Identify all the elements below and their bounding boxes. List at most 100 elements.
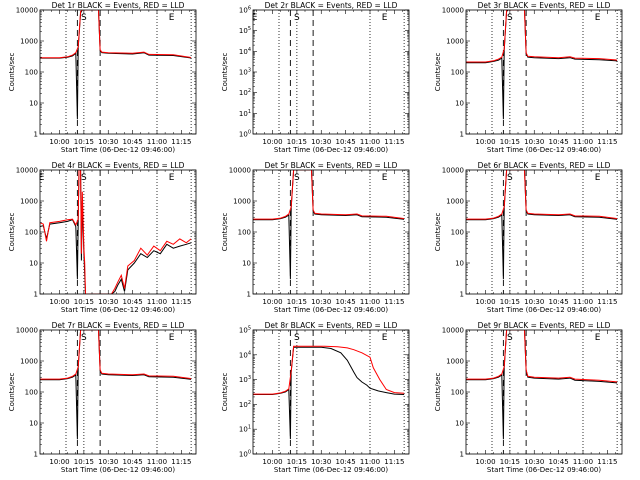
y-tick-label: 1: [34, 451, 38, 459]
marker-label: E: [382, 333, 388, 343]
x-tick-label: 10:45: [549, 458, 569, 466]
x-tick-label: 10:15: [287, 458, 307, 466]
y-axis-label: Counts/sec: [8, 53, 16, 92]
y-tick-label: 100: [451, 389, 464, 397]
x-tick-label: 10:15: [74, 298, 94, 306]
y-tick-label: 1: [460, 131, 464, 139]
panel-det-1r: Det 1r BLACK = Events, RED = LLD S E 1 10 100…: [8, 1, 197, 154]
x-tick-label: 10:45: [336, 458, 356, 466]
plot-frame: [252, 169, 410, 295]
plot-frame: [465, 329, 623, 455]
series-line-events: [253, 346, 405, 440]
y-tick-label: 100: [239, 450, 251, 459]
marker-label: S: [81, 333, 87, 343]
y-axis-label: Counts/sec: [8, 373, 16, 412]
marker-label: E: [382, 13, 388, 23]
panel-det-7r: Det 7r BLACK = Events, RED = LLD S E 1 10 100…: [8, 321, 197, 474]
y-tick-label: 101: [239, 109, 251, 118]
y-axis-label: Counts/sec: [434, 373, 442, 412]
series-group: [466, 10, 618, 120]
series-line-lld: [466, 330, 618, 383]
series-group: [466, 330, 618, 440]
x-tick-label: 10:45: [549, 298, 569, 306]
y-tick-label: 1000: [446, 198, 464, 206]
x-axis-label: Start Time (06-Dec-12 09:46:00): [61, 466, 175, 474]
marker-label: E: [169, 13, 175, 23]
x-tick-label: 10:00: [49, 458, 69, 466]
series-line-events: [40, 170, 192, 294]
y-tick-label: 10: [29, 100, 38, 108]
x-tick-label: 11:15: [597, 298, 617, 306]
x-tick-label: 10:30: [524, 138, 544, 146]
y-tick-label: 1: [34, 291, 38, 299]
x-axis-label: Start Time (06-Dec-12 09:46:00): [274, 306, 388, 314]
x-tick-label: 10:30: [524, 298, 544, 306]
y-tick-label: 10: [29, 260, 38, 268]
panel-title: Det 1r BLACK = Events, RED = LLD: [52, 1, 185, 10]
x-tick-label: 11:00: [147, 298, 167, 306]
panel-title: Det 7r BLACK = Events, RED = LLD: [52, 321, 185, 330]
x-tick-label: 11:00: [573, 138, 593, 146]
series-line-events: [466, 170, 618, 280]
x-tick-label: 10:15: [500, 458, 520, 466]
series-line-lld: [466, 10, 618, 63]
plot-frame: [465, 9, 623, 135]
panel-title: Det 2r BLACK = Events, RED = LLD: [265, 1, 398, 10]
x-tick-label: 11:15: [171, 458, 191, 466]
series-line-lld: [253, 170, 405, 220]
x-axis-label: Start Time (06-Dec-12 09:46:00): [487, 306, 601, 314]
y-tick-label: 104: [239, 47, 251, 56]
x-tick-label: 10:00: [475, 138, 495, 146]
series-group: [40, 10, 192, 120]
y-tick-label: 102: [239, 88, 251, 97]
series-group: [40, 170, 192, 294]
y-tick-label: 101: [239, 425, 251, 434]
y-tick-label: 1: [34, 131, 38, 139]
plot-frame: [39, 169, 197, 295]
panel-title: Det 3r BLACK = Events, RED = LLD: [478, 1, 611, 10]
x-tick-label: 10:00: [475, 298, 495, 306]
y-tick-label: 10: [455, 100, 464, 108]
x-tick-label: 11:00: [573, 458, 593, 466]
panel-det-5r: Det 5r BLACK = Events, RED = LLD S E 1 10 100…: [221, 161, 410, 314]
plot-frame: [252, 329, 410, 455]
plot-frame: [39, 329, 197, 455]
x-tick-label: 10:30: [311, 458, 331, 466]
panel-det-4r: Det 4r BLACK = Events, RED = LLD E S E 1 10 10…: [8, 161, 197, 314]
x-tick-label: 11:00: [573, 298, 593, 306]
x-axis-label: Start Time (06-Dec-12 09:46:00): [274, 146, 388, 154]
marker-label: E: [39, 173, 45, 183]
y-tick-label: 1: [247, 291, 251, 299]
y-tick-label: 103: [239, 68, 251, 77]
y-tick-label: 1000: [20, 198, 38, 206]
y-tick-label: 10000: [16, 167, 38, 175]
y-tick-label: 102: [239, 400, 251, 409]
x-tick-label: 10:45: [123, 138, 143, 146]
panel-title: Det 8r BLACK = Events, RED = LLD: [265, 321, 398, 330]
x-tick-label: 11:15: [171, 298, 191, 306]
x-tick-label: 10:45: [549, 138, 569, 146]
x-tick-label: 10:30: [98, 458, 118, 466]
y-tick-label: 10000: [229, 167, 251, 175]
x-tick-label: 10:30: [311, 138, 331, 146]
x-tick-label: 10:30: [524, 458, 544, 466]
y-tick-label: 1000: [446, 38, 464, 46]
series-line-events: [466, 10, 618, 120]
marker-label: E: [595, 13, 601, 23]
marker-label: E: [595, 173, 601, 183]
x-tick-label: 10:15: [74, 138, 94, 146]
y-axis-label: Counts/sec: [8, 213, 16, 252]
series-line-lld: [466, 170, 618, 220]
series-line-lld: [40, 330, 192, 380]
y-tick-label: 100: [451, 69, 464, 77]
y-tick-label: 1000: [233, 198, 251, 206]
x-tick-label: 11:15: [384, 298, 404, 306]
x-tick-label: 10:00: [262, 298, 282, 306]
marker-label: E: [382, 173, 388, 183]
x-tick-label: 11:00: [360, 138, 380, 146]
y-tick-label: 1000: [20, 38, 38, 46]
x-tick-label: 11:15: [384, 458, 404, 466]
y-tick-label: 1000: [446, 358, 464, 366]
panel-det-9r: Det 9r BLACK = Events, RED = LLD S E 1 10 100…: [434, 321, 623, 474]
